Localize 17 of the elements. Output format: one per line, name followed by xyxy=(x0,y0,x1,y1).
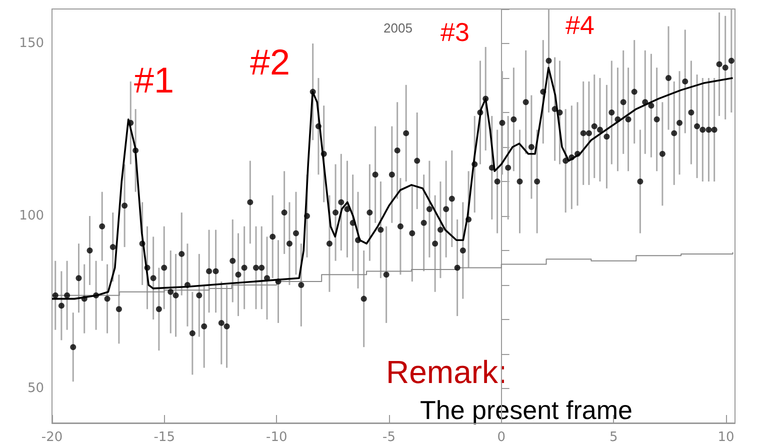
annotation: #4 xyxy=(566,10,594,40)
annotation: #2 xyxy=(250,42,290,82)
annotation: The present frame xyxy=(420,395,632,425)
x-tick-label: 10 xyxy=(718,430,734,445)
annotation: #1 xyxy=(134,60,174,100)
x-tick-label: 5 xyxy=(610,430,618,445)
annotation: #3 xyxy=(440,17,470,47)
x-tick-label: -20 xyxy=(41,430,63,445)
x-tick-label: -10 xyxy=(266,430,288,445)
y-tick-label: 100 xyxy=(19,208,44,224)
x-tick-label: 0 xyxy=(497,430,506,445)
x-tick-label: -5 xyxy=(382,430,396,445)
annotation: Remark: xyxy=(386,354,507,390)
y-tick-label: 50 xyxy=(27,381,44,396)
x-tick-label: -15 xyxy=(154,430,175,445)
annotation: 2005 xyxy=(384,20,412,36)
y-tick-label: 150 xyxy=(19,36,44,51)
